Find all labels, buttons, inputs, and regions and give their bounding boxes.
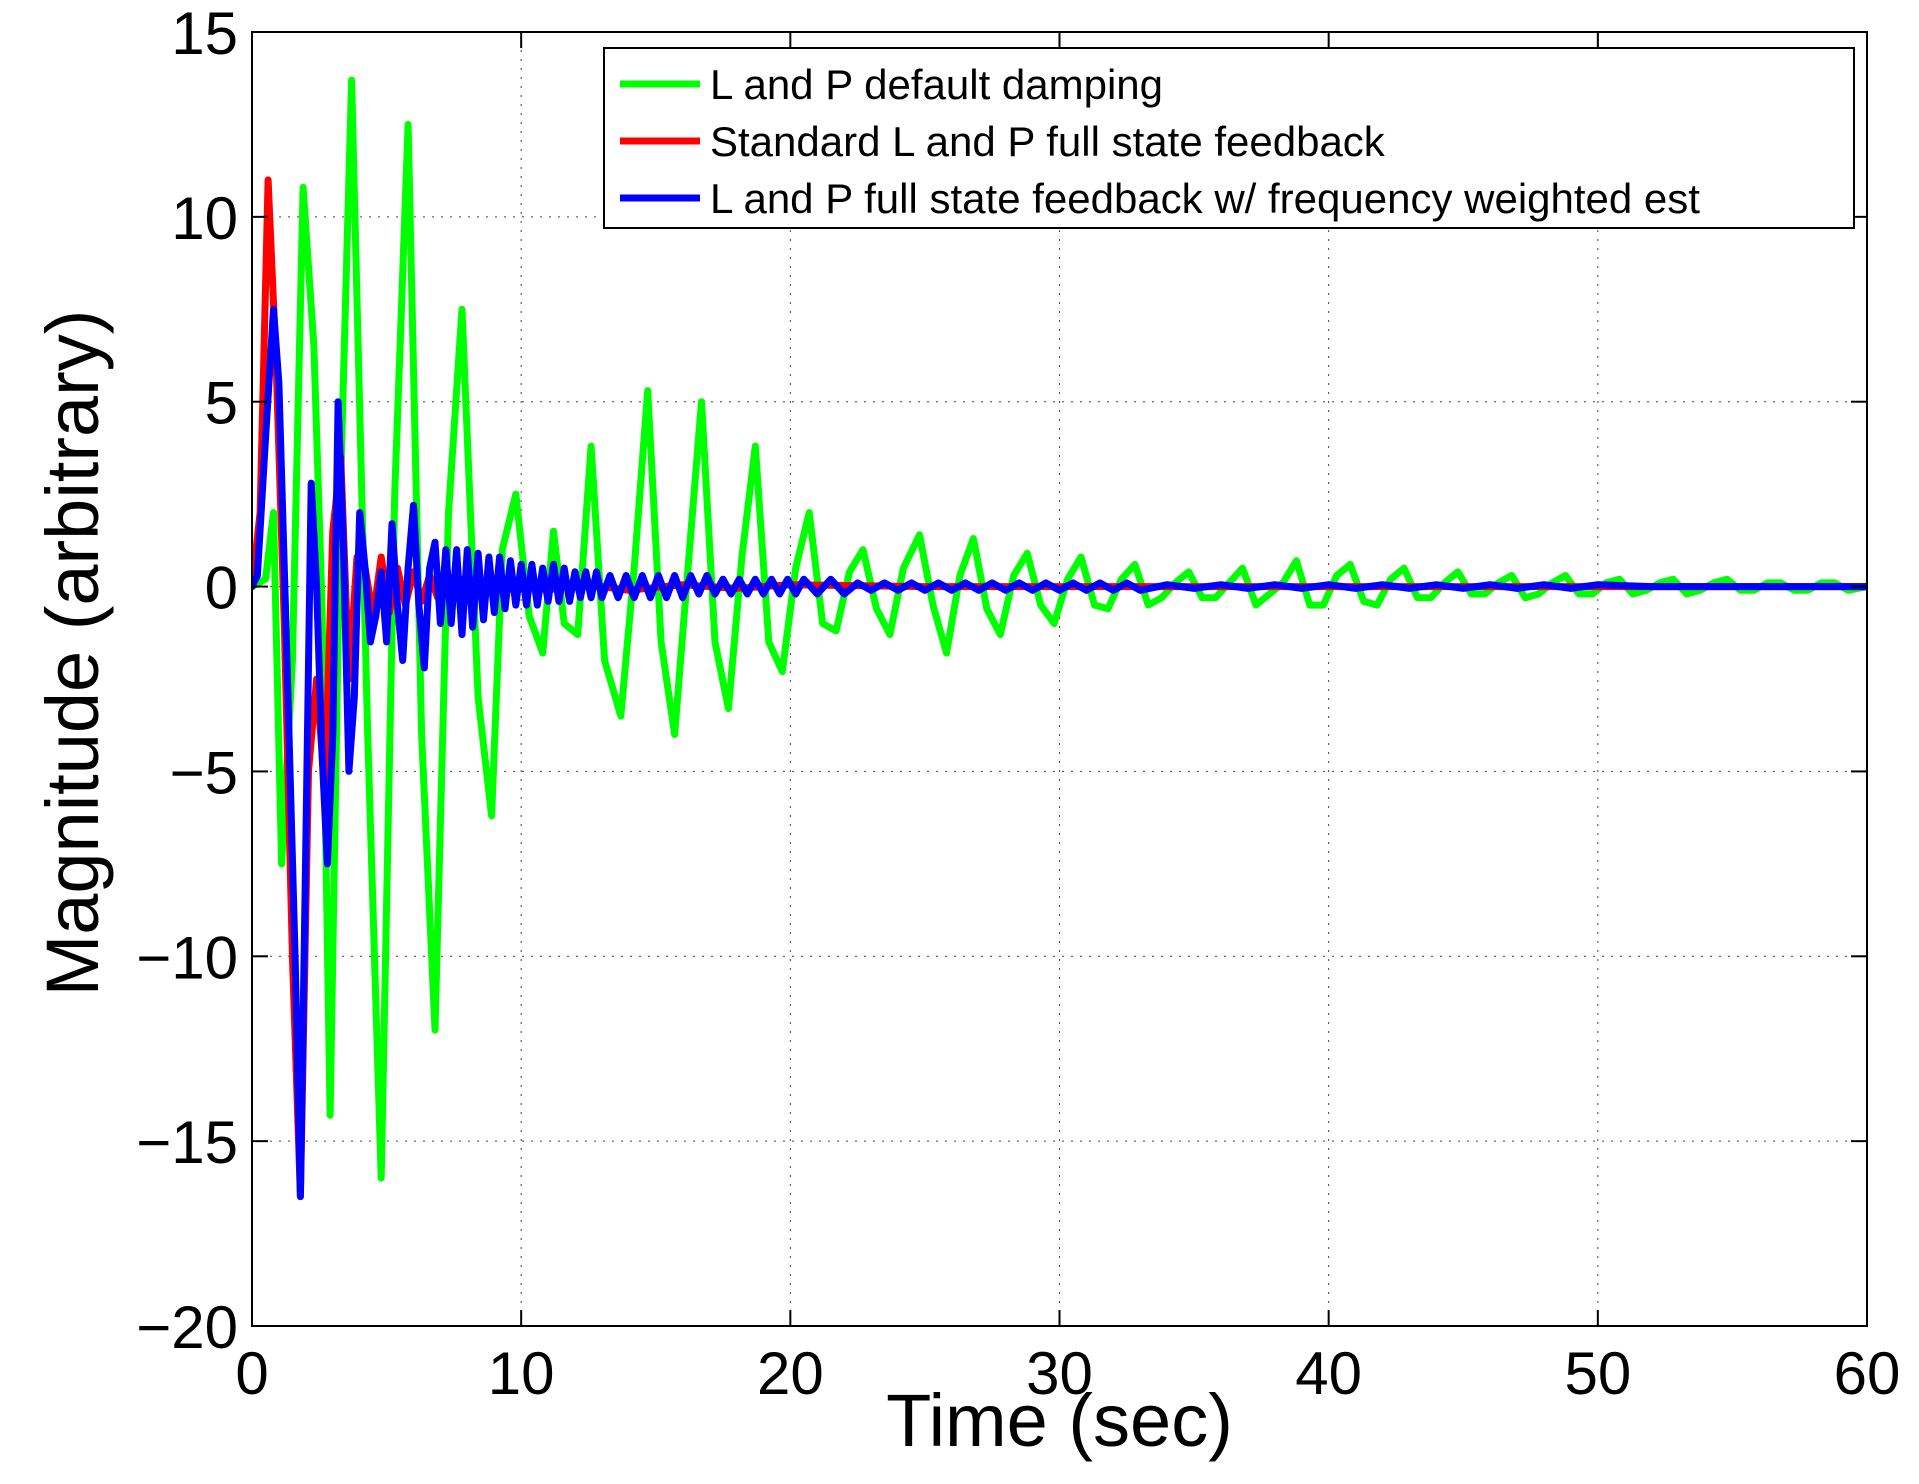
y-tick-label: −10 xyxy=(136,924,238,991)
legend-box xyxy=(603,47,1855,229)
y-tick-label: −15 xyxy=(136,1109,238,1176)
x-tick-label: 40 xyxy=(1295,1340,1362,1407)
legend: L and P default damping Standard L and P… xyxy=(603,47,1855,229)
x-tick-label: 30 xyxy=(1026,1340,1093,1407)
x-axis-title: Time (sec) xyxy=(886,1379,1233,1462)
x-tick-label: 60 xyxy=(1834,1340,1901,1407)
x-tick-label: 20 xyxy=(757,1340,824,1407)
x-tick-label: 10 xyxy=(488,1340,555,1407)
axis-ticks xyxy=(251,31,1868,1327)
legend-label-frequency-weighted: L and P full state feedback w/ frequency… xyxy=(710,175,1700,222)
y-tick-label: −5 xyxy=(170,739,238,806)
x-tick-label: 0 xyxy=(235,1340,268,1407)
series-lines xyxy=(252,76,1867,1201)
legend-label-standard-feedback: Standard L and P full state feedback xyxy=(710,118,1386,165)
y-tick-label: 0 xyxy=(205,555,238,622)
series-line-default-damping xyxy=(252,76,1867,1182)
y-tick-label: 15 xyxy=(171,0,238,67)
y-tick-label: −20 xyxy=(136,1294,238,1361)
y-tick-label: 10 xyxy=(171,185,238,252)
y-axis-title: Magnitude (arbitrary) xyxy=(31,310,114,997)
x-tick-label: 50 xyxy=(1564,1340,1631,1407)
series-line-frequency-weighted xyxy=(252,305,1867,1201)
y-tick-label: 5 xyxy=(205,370,238,437)
legend-label-default-damping: L and P default damping xyxy=(710,61,1163,108)
